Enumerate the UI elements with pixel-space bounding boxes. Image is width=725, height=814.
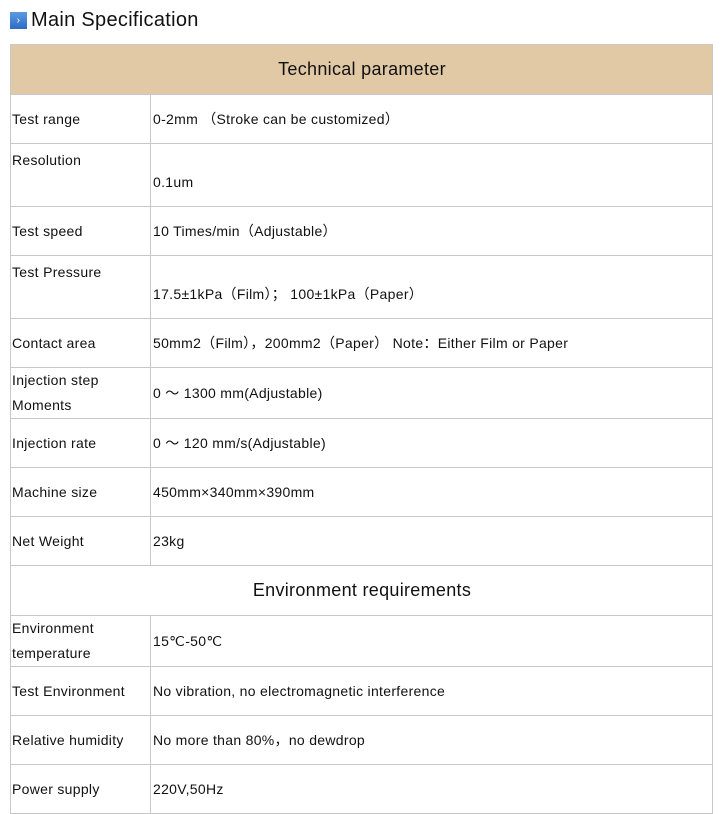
param-label: Test range <box>10 94 151 144</box>
section-header: Environment requirements <box>10 565 713 616</box>
section-heading: Technical parameter <box>10 44 713 95</box>
param-value: 10 Times/min（Adjustable） <box>150 206 713 256</box>
param-label: Net Weight <box>10 516 151 566</box>
section-header: Technical parameter <box>10 44 713 95</box>
param-label: Resolution <box>10 143 151 207</box>
param-value: 0-2mm （Stroke can be customized） <box>150 94 713 144</box>
param-label: Environment temperature <box>10 615 151 667</box>
table-row: Test range 0-2mm （Stroke can be customize… <box>10 94 713 144</box>
table-row: Injection rate 0 ～ 120 mm/s(Adjustable) <box>10 418 713 468</box>
table-row: Power supply 220V,50Hz <box>10 764 713 814</box>
param-value: 0 ～ 1300 mm(Adjustable) <box>150 367 713 419</box>
param-value: 220V,50Hz <box>150 764 713 814</box>
param-value: 23kg <box>150 516 713 566</box>
section-heading: Environment requirements <box>10 565 713 616</box>
param-value: 0.1um <box>150 143 713 207</box>
param-value: 0 ～ 120 mm/s(Adjustable) <box>150 418 713 468</box>
table-row: Injection step Moments 0 ～ 1300 mm(Adjust… <box>10 367 713 419</box>
arrow-bullet-icon: › <box>10 12 27 29</box>
param-label: Injection rate <box>10 418 151 468</box>
param-label: Machine size <box>10 467 151 517</box>
table-row: Environment temperature 15℃-50℃ <box>10 615 713 667</box>
param-label: Test speed <box>10 206 151 256</box>
table-row: Test Pressure 17.5±1kPa（Film）； 100±1kPa（P… <box>10 255 713 319</box>
spec-table: Technical parameter Test range 0-2mm （Stro… <box>10 44 713 814</box>
param-label: Power supply <box>10 764 151 814</box>
title-text: Main Specification <box>31 9 199 31</box>
section-title: › Main Specification <box>10 9 199 32</box>
param-label: Injection step Moments <box>10 367 151 419</box>
table-row: Contact area 50mm2（Film），200mm2（Paper） No… <box>10 318 713 368</box>
table-row: Resolution 0.1um <box>10 143 713 207</box>
table-row: Machine size 450mm×340mm×390mm <box>10 467 713 517</box>
param-value: 50mm2（Film），200mm2（Paper） Note：Either Fi… <box>150 318 713 368</box>
table-row: Test speed 10 Times/min（Adjustable） <box>10 206 713 256</box>
param-value: 15℃-50℃ <box>150 615 713 667</box>
param-label: Test Pressure <box>10 255 151 319</box>
table-row: Relative humidity No more than 80%，no dew… <box>10 715 713 765</box>
param-value: No more than 80%，no dewdrop <box>150 715 713 765</box>
table-row: Test Environment No vibration, no electro… <box>10 666 713 716</box>
param-label: Test Environment <box>10 666 151 716</box>
param-value: No vibration, no electromagnetic interfe… <box>150 666 713 716</box>
param-label: Contact area <box>10 318 151 368</box>
param-value: 17.5±1kPa（Film）； 100±1kPa（Paper） <box>150 255 713 319</box>
table-row: Net Weight 23kg <box>10 516 713 566</box>
param-label: Relative humidity <box>10 715 151 765</box>
param-value: 450mm×340mm×390mm <box>150 467 713 517</box>
